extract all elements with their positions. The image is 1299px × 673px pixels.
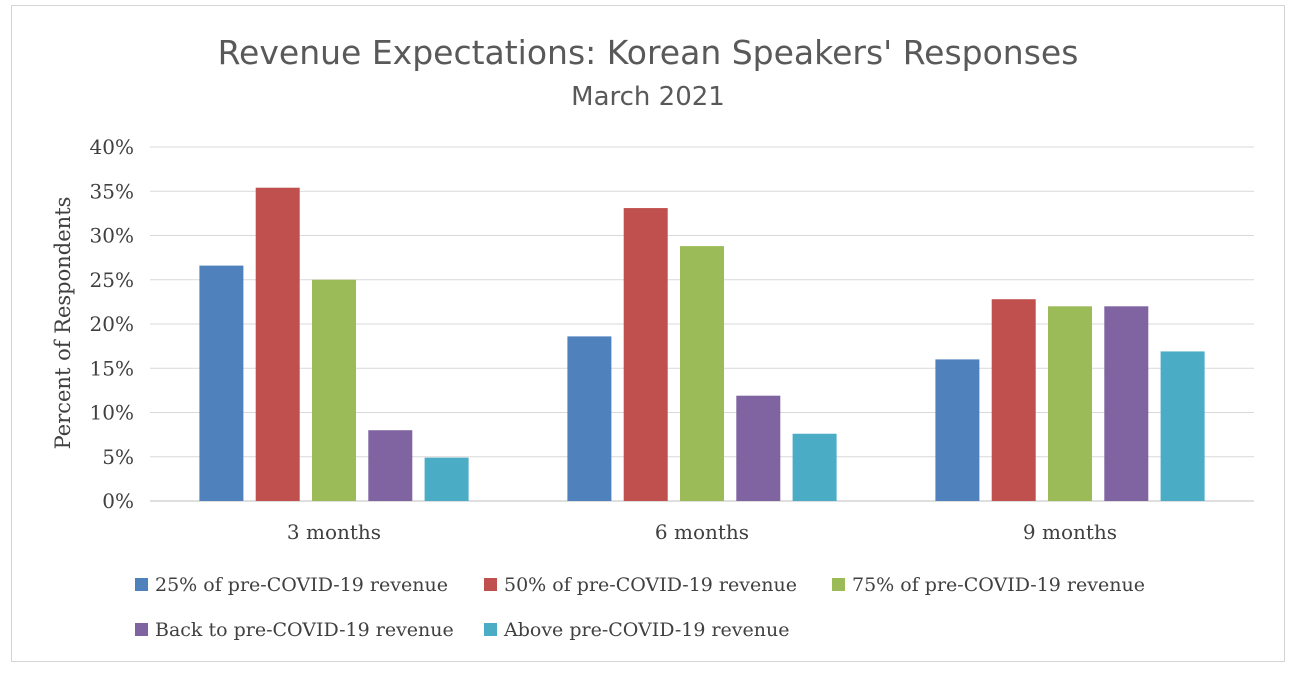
legend-swatch: [832, 578, 845, 591]
y-tick-label: 20%: [90, 312, 134, 336]
bar: [199, 265, 244, 501]
legend-swatch: [484, 578, 497, 591]
legend: 25% of pre-COVID-19 revenue 50% of pre-CO…: [135, 574, 1145, 641]
bar: [312, 279, 356, 501]
y-tick-label: 25%: [90, 268, 134, 292]
bar: [1048, 306, 1092, 501]
bar: [255, 187, 300, 501]
bars: [199, 187, 1205, 501]
chart-subtitle: March 2021: [571, 82, 725, 112]
legend-label: 50% of pre-COVID-19 revenue: [504, 574, 797, 596]
chart-title: Revenue Expectations: Korean Speakers' R…: [218, 33, 1079, 72]
bar: [424, 457, 469, 501]
bar: [1104, 306, 1149, 501]
x-tick-label: 6 months: [655, 520, 749, 544]
legend-label: Above pre-COVID-19 revenue: [503, 619, 790, 641]
x-tick-label: 3 months: [287, 520, 381, 544]
y-tick-label: 30%: [90, 224, 134, 248]
legend-swatch: [135, 578, 148, 591]
bar: [567, 336, 612, 501]
bar: [368, 430, 413, 501]
y-tick-label: 0%: [102, 489, 134, 513]
y-axis-ticks: 0% 5% 10% 15% 20% 25% 30% 35% 40%: [90, 135, 134, 513]
y-axis-title: Percent of Respondents: [51, 197, 75, 450]
legend-label: 75% of pre-COVID-19 revenue: [852, 574, 1145, 596]
bar: [680, 246, 724, 501]
legend-swatch: [135, 623, 148, 636]
y-tick-label: 35%: [90, 179, 134, 203]
bar: [736, 395, 781, 501]
bar: [1160, 351, 1205, 501]
x-tick-label: 9 months: [1023, 520, 1117, 544]
bar: [623, 208, 668, 501]
legend-swatch: [484, 623, 497, 636]
legend-label: 25% of pre-COVID-19 revenue: [155, 574, 448, 596]
bar: [935, 359, 980, 501]
y-tick-label: 15%: [90, 356, 134, 380]
y-tick-label: 10%: [90, 401, 134, 425]
bar: [792, 433, 837, 501]
x-axis-ticks: 3 months 6 months 9 months: [287, 520, 1117, 544]
bar: [991, 299, 1036, 501]
y-tick-label: 5%: [102, 445, 134, 469]
y-tick-label: 40%: [90, 135, 134, 159]
legend-label: Back to pre-COVID-19 revenue: [155, 619, 454, 641]
